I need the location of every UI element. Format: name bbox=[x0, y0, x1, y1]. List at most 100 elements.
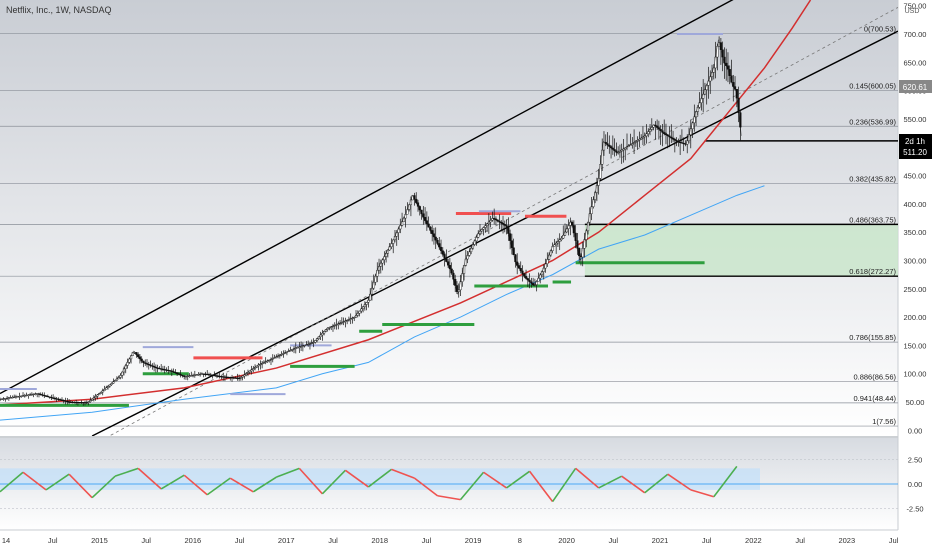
oscillator-segment[interactable] bbox=[713, 465, 738, 498]
time-tick-label: Jul bbox=[328, 536, 338, 545]
time-tick-label: Jul bbox=[702, 536, 712, 545]
price-tick-label: 50.00 bbox=[906, 398, 925, 407]
oscillator-segment[interactable] bbox=[276, 467, 300, 478]
time-tick-label: 2020 bbox=[558, 536, 575, 545]
time-tick-label: 2018 bbox=[371, 536, 388, 545]
oscillator-tick-label: -2.50 bbox=[906, 504, 923, 513]
time-tick-label: 2015 bbox=[91, 536, 108, 545]
time-tick-label: Jul bbox=[795, 536, 805, 545]
oscillator-tick-label: 0.00 bbox=[908, 480, 923, 489]
oscillator-segment[interactable] bbox=[137, 467, 162, 490]
time-tick-label: 2023 bbox=[838, 536, 855, 545]
oscillator-segment[interactable] bbox=[528, 470, 554, 503]
time-axis-background[interactable] bbox=[0, 530, 932, 550]
fib-level-label: 0.236(536.99) bbox=[849, 117, 896, 126]
current-price-label: 511.20 bbox=[903, 148, 927, 157]
price-tick-label: 150.00 bbox=[904, 341, 927, 350]
time-tick-label: 2017 bbox=[278, 536, 295, 545]
oscillator-segment[interactable] bbox=[667, 473, 692, 491]
fib-level-label: 0.486(363.75) bbox=[849, 215, 896, 224]
oscillator-segment[interactable] bbox=[68, 473, 93, 499]
fib-level-label: 0.145(600.05) bbox=[849, 82, 896, 91]
oscillator-segment[interactable] bbox=[506, 470, 531, 489]
time-tick-label: Jul bbox=[48, 536, 58, 545]
price-tick-label: 350.00 bbox=[904, 228, 927, 237]
oscillator-segment[interactable] bbox=[367, 468, 392, 488]
oscillator-segment[interactable] bbox=[391, 468, 415, 479]
fib-level-label: 0(700.53) bbox=[864, 25, 897, 34]
main-pane-background bbox=[0, 0, 898, 436]
oscillator-segment[interactable] bbox=[321, 469, 346, 495]
oscillator-segment[interactable] bbox=[551, 467, 577, 503]
time-tick-label: 2022 bbox=[745, 536, 762, 545]
current-price-badge bbox=[899, 134, 932, 159]
time-tick-label: 2019 bbox=[465, 536, 482, 545]
price-tick-label: 300.00 bbox=[904, 256, 927, 265]
price-tick-label: 750.00 bbox=[904, 2, 927, 11]
time-tick-label: Jul bbox=[422, 536, 432, 545]
oscillator-segment[interactable] bbox=[252, 476, 277, 493]
oscillator-segment[interactable] bbox=[690, 489, 715, 498]
oscillator-segment[interactable] bbox=[621, 475, 646, 494]
time-tick-label: 2016 bbox=[185, 536, 202, 545]
time-tick-label: Jul bbox=[235, 536, 245, 545]
oscillator-segment[interactable] bbox=[575, 467, 600, 489]
oscillator-band bbox=[0, 468, 760, 490]
oscillator-plot-layer bbox=[0, 459, 898, 509]
fib-level-label: 0.886(86.56) bbox=[853, 372, 896, 381]
price-tick-label: 550.00 bbox=[904, 115, 927, 124]
fib-level-label: 0.786(155.85) bbox=[849, 333, 896, 342]
oscillator-segment[interactable] bbox=[183, 474, 208, 496]
oscillator-segment[interactable] bbox=[483, 471, 508, 489]
oscillator-segment[interactable] bbox=[206, 477, 231, 496]
symbol-title[interactable]: Netflix, Inc., 1W, NASDAQ bbox=[6, 5, 112, 15]
oscillator-segment[interactable] bbox=[644, 473, 669, 494]
price-tick-label: 100.00 bbox=[904, 370, 927, 379]
moving-average-line[interactable] bbox=[0, 185, 765, 421]
currency-label[interactable]: USD bbox=[905, 8, 920, 15]
oscillator-segment[interactable] bbox=[598, 475, 623, 489]
main-plot-layer: 0(700.53) 0.145(600.05) 0.236(536.99) 0.382… bbox=[0, 0, 898, 495]
oscillator-segment[interactable] bbox=[160, 474, 185, 490]
fib-level-label: 0.618(272.27) bbox=[849, 267, 896, 276]
oscillator-segment[interactable] bbox=[0, 471, 24, 493]
price-tick-label: 700.00 bbox=[904, 30, 927, 39]
oscillator-segment[interactable] bbox=[91, 475, 116, 499]
time-tick-label: Jul bbox=[889, 536, 899, 545]
fib-level-label: 0.382(435.82) bbox=[849, 175, 896, 184]
fib-level-label: 0.941(48.44) bbox=[853, 394, 896, 403]
oscillator-segment[interactable] bbox=[114, 467, 139, 477]
oscillator-segment[interactable] bbox=[437, 494, 461, 501]
channel-lower-line[interactable] bbox=[91, 30, 898, 436]
price-tick-label: 400.00 bbox=[904, 200, 927, 209]
oscillator-segment[interactable] bbox=[22, 471, 47, 491]
time-tick-label: Jul bbox=[141, 536, 151, 545]
channel-upper-line[interactable] bbox=[0, 0, 806, 395]
oscillator-segment[interactable] bbox=[459, 471, 485, 501]
oscillator-segment[interactable] bbox=[413, 477, 438, 497]
axis-layer: 750.00700.00650.00600.00550.00500.00450.… bbox=[2, 2, 927, 545]
oscillator-segment[interactable] bbox=[229, 477, 254, 493]
countdown-label: 2d 1h bbox=[905, 137, 925, 146]
oscillator-segment[interactable] bbox=[298, 467, 323, 495]
time-tick-label: 14 bbox=[2, 536, 10, 545]
time-tick-label: 2021 bbox=[652, 536, 669, 545]
price-candles bbox=[0, 36, 742, 406]
price-tick-label: 0.00 bbox=[908, 426, 923, 435]
fib-level-label: 1(7.56) bbox=[872, 417, 896, 426]
time-tick-label: 8 bbox=[518, 536, 522, 545]
oscillator-segment[interactable] bbox=[45, 473, 70, 491]
support-zone[interactable] bbox=[584, 224, 898, 277]
price-tick-label: 650.00 bbox=[904, 58, 927, 67]
price-tick-label: 250.00 bbox=[904, 285, 927, 294]
last-price-label: 620.61 bbox=[903, 83, 928, 92]
price-tick-label: 200.00 bbox=[904, 313, 927, 322]
oscillator-tick-label: 2.50 bbox=[908, 456, 923, 465]
oscillator-segment[interactable] bbox=[344, 469, 369, 488]
price-series-line[interactable] bbox=[0, 39, 742, 403]
last-price-badge bbox=[899, 80, 932, 93]
price-tick-label: 450.00 bbox=[904, 172, 927, 181]
channel-mid-line[interactable] bbox=[0, 7, 898, 495]
